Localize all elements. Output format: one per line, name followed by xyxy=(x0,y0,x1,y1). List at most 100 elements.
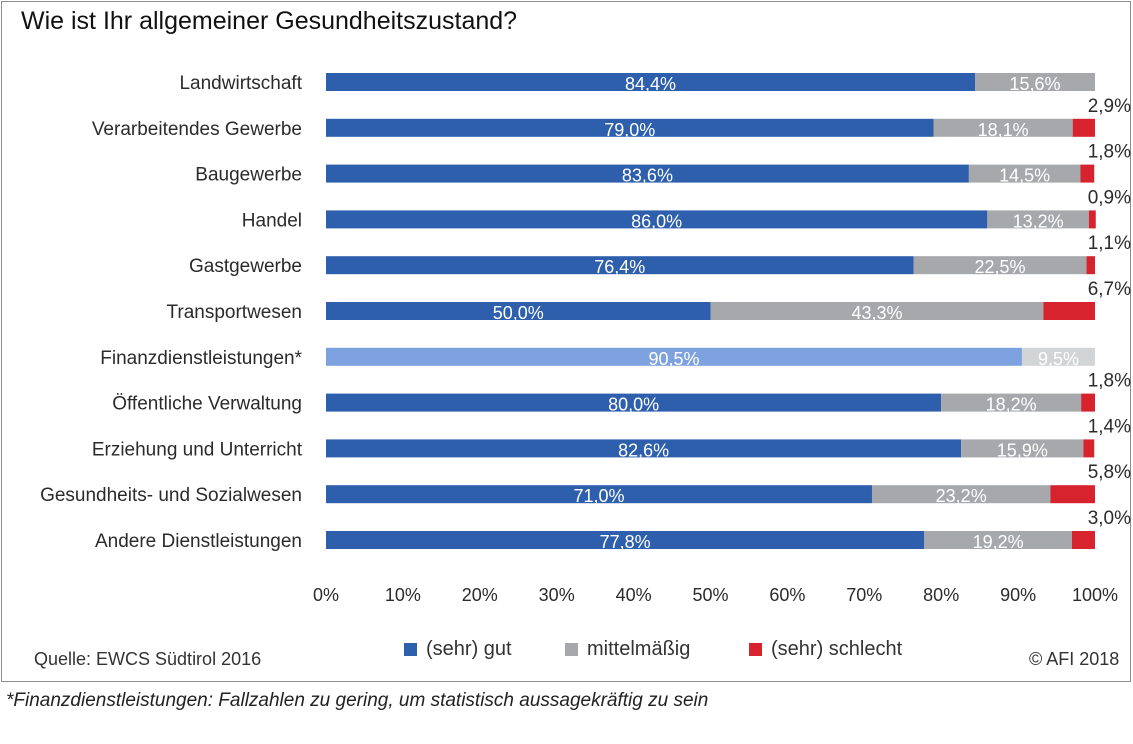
data-label: 2,9% xyxy=(1088,96,1131,117)
bar-segment xyxy=(326,164,969,183)
bar-chart: Landwirtschaft 84,4% 15,6% Verarbeitendes G… xyxy=(40,73,1131,605)
data-label: 77,8% xyxy=(600,532,651,552)
bar-segment xyxy=(1043,302,1095,320)
x-tick-label: 80% xyxy=(923,585,959,605)
data-label: 18,2% xyxy=(986,395,1037,415)
bar-segment xyxy=(326,485,872,504)
bar-segment xyxy=(326,393,942,412)
data-label: 19,2% xyxy=(973,532,1024,552)
bar-segment xyxy=(1072,118,1095,137)
data-label: 84,4% xyxy=(625,74,676,94)
legend-item-mittel: mittelmäßig xyxy=(565,638,690,661)
bar-segment xyxy=(710,302,1044,320)
bar-segment xyxy=(326,347,1022,366)
bar-segment xyxy=(1088,210,1096,229)
legend-swatch-gut xyxy=(404,643,417,656)
category-label: Gesundheits- und Sozialwesen xyxy=(40,485,302,506)
bar-segment xyxy=(1086,256,1095,275)
legend-label-schlecht: (sehr) schlecht xyxy=(771,638,903,660)
x-tick-label: 90% xyxy=(1000,585,1036,605)
x-tick-label: 70% xyxy=(846,585,882,605)
data-label: 18,1% xyxy=(978,120,1029,140)
bar-segment xyxy=(1080,164,1095,183)
data-label: 80,0% xyxy=(608,395,659,415)
category-label: Handel xyxy=(242,210,302,231)
chart-title: Wie ist Ihr allgemeiner Gesundheitszusta… xyxy=(21,7,518,35)
bar-segment xyxy=(326,302,711,320)
legend-label-gut: (sehr) gut xyxy=(426,638,512,660)
data-label: 6,7% xyxy=(1088,279,1131,300)
category-label: Erziehung und Unterricht xyxy=(92,439,303,460)
data-label: 90,5% xyxy=(648,349,699,369)
data-label: 1,1% xyxy=(1088,233,1131,254)
bar-segment xyxy=(961,439,1084,458)
bar-segment xyxy=(326,118,934,137)
legend-swatch-mittel xyxy=(565,643,578,656)
bar-segment xyxy=(1071,531,1095,549)
category-label: Gastgewerbe xyxy=(189,256,302,277)
bar-segment xyxy=(326,531,925,549)
x-tick-label: 40% xyxy=(616,585,652,605)
bar-segment xyxy=(326,210,988,229)
data-label: 3,0% xyxy=(1088,508,1131,529)
legend-item-gut: (sehr) gut xyxy=(404,638,512,661)
category-label: Transportwesen xyxy=(166,302,302,323)
category-label: Andere Dienstleistungen xyxy=(95,531,302,552)
footnote: *Finanzdienstleistungen: Fallzahlen zu g… xyxy=(6,690,709,711)
bar-segment xyxy=(326,439,962,458)
category-label: Landwirtschaft xyxy=(179,73,302,94)
data-label: 5,8% xyxy=(1088,462,1131,483)
bar-segment xyxy=(933,118,1073,137)
bar-segment xyxy=(871,485,1051,504)
source-note: Quelle: EWCS Südtirol 2016 xyxy=(34,649,262,669)
bar-segment xyxy=(968,164,1081,183)
bar-segment xyxy=(913,256,1087,275)
data-label: 86,0% xyxy=(631,211,682,231)
category-label: Finanzdienstleistungen* xyxy=(100,348,302,369)
data-label: 0,9% xyxy=(1088,187,1131,208)
bar-segment xyxy=(975,73,1095,91)
bar-segment xyxy=(987,210,1089,229)
data-label: 79,0% xyxy=(604,120,655,140)
bar-segment xyxy=(924,531,1072,549)
legend-item-schlecht: (sehr) schlecht xyxy=(749,638,902,661)
data-label: 1,4% xyxy=(1088,416,1131,437)
copyright-note: © AFI 2018 xyxy=(1029,649,1120,669)
data-label: 50,0% xyxy=(493,303,544,323)
data-label: 71,0% xyxy=(573,486,624,506)
chart-frame: Wie ist Ihr allgemeiner Gesundheitszusta… xyxy=(1,1,1131,682)
bar-segment xyxy=(941,393,1082,412)
x-tick-label: 100% xyxy=(1072,585,1118,605)
x-tick-label: 10% xyxy=(385,585,421,605)
x-tick-label: 0% xyxy=(313,585,339,605)
data-label: 1,8% xyxy=(1088,371,1131,392)
x-tick-label: 20% xyxy=(462,585,498,605)
bar-segment xyxy=(326,73,976,91)
data-label: 43,3% xyxy=(851,303,902,323)
data-label: 13,2% xyxy=(1013,211,1064,231)
x-tick-label: 60% xyxy=(769,585,805,605)
bar-segment xyxy=(1050,485,1095,504)
data-label: 15,6% xyxy=(1009,74,1060,94)
bar-segment xyxy=(1083,439,1095,458)
bar-segment xyxy=(1081,393,1095,412)
category-label: Baugewerbe xyxy=(195,165,302,186)
data-label: 14,5% xyxy=(999,166,1050,186)
x-tick-label: 30% xyxy=(539,585,575,605)
data-label: 83,6% xyxy=(622,166,673,186)
category-label: Verarbeitendes Gewerbe xyxy=(92,119,302,140)
data-label: 15,9% xyxy=(997,440,1048,460)
data-label: 1,8% xyxy=(1088,142,1131,163)
data-label: 23,2% xyxy=(936,486,987,506)
x-tick-label: 50% xyxy=(692,585,728,605)
category-label: Öffentliche Verwaltung xyxy=(112,394,302,415)
bar-segment xyxy=(326,256,914,275)
data-label: 9,5% xyxy=(1038,349,1079,369)
legend: (sehr) gut mittelmäßig (sehr) schlecht xyxy=(2,638,1132,668)
bar-segment xyxy=(1021,347,1095,366)
data-label: 82,6% xyxy=(618,440,669,460)
data-label: 76,4% xyxy=(594,257,645,277)
legend-label-mittel: mittelmäßig xyxy=(587,638,691,660)
legend-swatch-schlecht xyxy=(749,643,762,656)
data-label: 22,5% xyxy=(975,257,1026,277)
